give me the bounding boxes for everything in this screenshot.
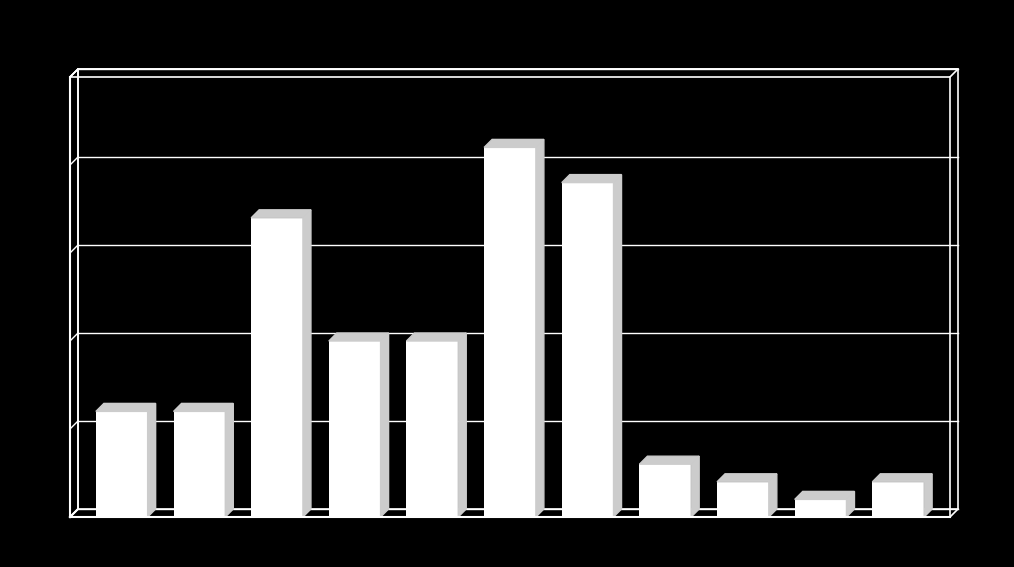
Bar xyxy=(78,69,958,509)
Bar xyxy=(329,341,380,517)
Polygon shape xyxy=(96,403,155,412)
Polygon shape xyxy=(692,456,700,517)
Polygon shape xyxy=(303,210,311,517)
Polygon shape xyxy=(924,474,932,517)
Bar xyxy=(173,412,225,517)
Bar xyxy=(484,147,535,517)
Polygon shape xyxy=(458,333,466,517)
Polygon shape xyxy=(717,474,777,482)
Bar xyxy=(717,482,769,517)
Polygon shape xyxy=(70,69,78,517)
Bar xyxy=(872,482,924,517)
Bar xyxy=(251,218,303,517)
Polygon shape xyxy=(148,403,155,517)
Polygon shape xyxy=(225,403,233,517)
Polygon shape xyxy=(380,333,388,517)
Polygon shape xyxy=(640,456,700,464)
Polygon shape xyxy=(847,492,855,517)
Polygon shape xyxy=(535,139,544,517)
Polygon shape xyxy=(769,474,777,517)
Polygon shape xyxy=(70,69,958,77)
Polygon shape xyxy=(329,333,388,341)
Polygon shape xyxy=(562,175,622,183)
Polygon shape xyxy=(173,403,233,412)
Polygon shape xyxy=(251,210,311,218)
Bar xyxy=(640,464,692,517)
Polygon shape xyxy=(872,474,932,482)
Polygon shape xyxy=(407,333,466,341)
Polygon shape xyxy=(484,139,544,147)
Bar xyxy=(562,183,613,517)
Bar xyxy=(96,412,148,517)
Bar xyxy=(407,341,458,517)
Bar xyxy=(795,500,847,517)
Polygon shape xyxy=(613,175,622,517)
Polygon shape xyxy=(795,492,855,500)
